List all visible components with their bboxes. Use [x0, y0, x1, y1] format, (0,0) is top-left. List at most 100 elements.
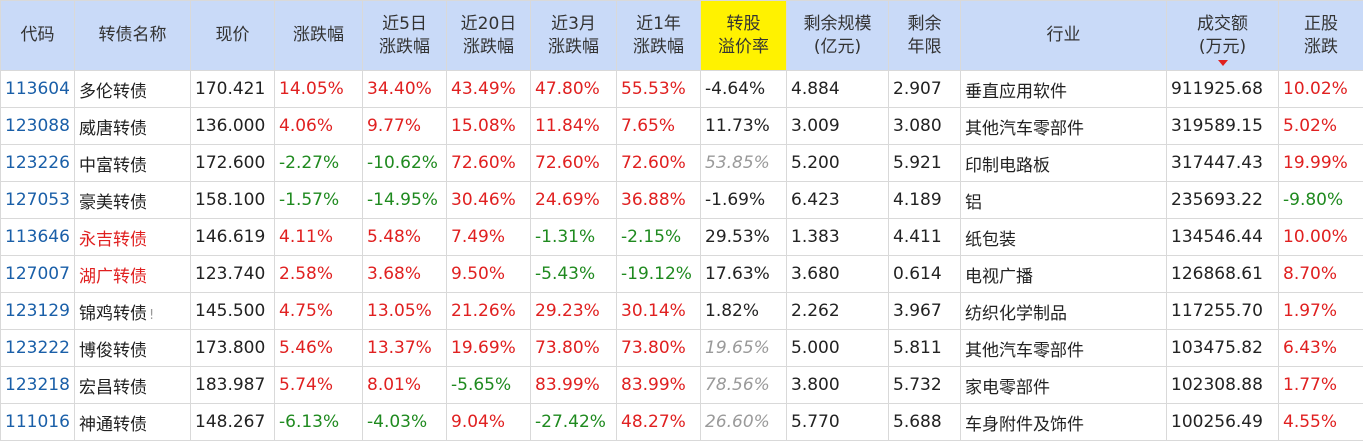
column-header-name[interactable]: 转债名称 — [74, 0, 191, 71]
volume-value: 100256.49 — [1171, 412, 1263, 432]
cell-stock_chg: 10.02% — [1278, 70, 1363, 108]
column-header-chg[interactable]: 涨跌幅 — [274, 0, 363, 71]
cell-name[interactable]: 湖广转债 — [74, 255, 191, 293]
column-header-code[interactable]: 代码 — [0, 0, 75, 71]
column-header-stock_chg[interactable]: 正股 涨跌 — [1278, 0, 1363, 71]
stock_chg-value: 1.97% — [1283, 301, 1338, 321]
column-header-premium[interactable]: 转股 溢价率 — [700, 0, 787, 71]
scale-value: 3.680 — [791, 264, 840, 284]
sort-desc-icon[interactable] — [1217, 60, 1228, 66]
cell-name[interactable]: 神通转债 — [74, 403, 191, 441]
name-value: 博俊转债 — [79, 340, 147, 361]
column-header-chg3m[interactable]: 近3月 涨跌幅 — [530, 0, 617, 71]
chg5d-value: -4.03% — [367, 412, 428, 432]
column-header-years[interactable]: 剩余 年限 — [888, 0, 961, 71]
chg5d-value: -14.95% — [367, 190, 438, 210]
column-header-scale[interactable]: 剩余规模 (亿元) — [786, 0, 889, 71]
cell-name[interactable]: 中富转债 — [74, 144, 191, 182]
code-value: 127007 — [5, 264, 70, 284]
code-value: 113646 — [5, 227, 70, 247]
cell-name[interactable]: 威唐转债 — [74, 107, 191, 145]
cell-industry: 电视广播 — [960, 255, 1167, 293]
cell-scale: 3.009 — [786, 107, 889, 145]
cell-code[interactable]: 113604 — [0, 70, 75, 108]
cell-chg1y: 73.80% — [616, 329, 701, 367]
column-header-chg5d[interactable]: 近5日 涨跌幅 — [362, 0, 447, 71]
column-header-industry[interactable]: 行业 — [960, 0, 1167, 71]
cell-name[interactable]: 宏昌转债 — [74, 366, 191, 404]
chg20d-value: 7.49% — [451, 227, 506, 247]
price-value: 172.600 — [195, 153, 266, 173]
name-value: 豪美转债 — [79, 192, 147, 213]
cell-code[interactable]: 123088 — [0, 107, 75, 145]
column-header-label: 成交额 — [1197, 13, 1248, 34]
chg1y-value: -19.12% — [621, 264, 692, 284]
cell-name[interactable]: 多伦转债 — [74, 70, 191, 108]
cell-code[interactable]: 123218 — [0, 366, 75, 404]
chg3m-value: -5.43% — [535, 264, 596, 284]
cell-code[interactable]: 123222 — [0, 329, 75, 367]
cell-code[interactable]: 111016 — [0, 403, 75, 441]
column-header-label: 涨跌幅 — [379, 36, 430, 57]
cell-price: 146.619 — [190, 218, 275, 256]
scale-value: 4.884 — [791, 79, 840, 99]
cell-price: 170.421 — [190, 70, 275, 108]
industry-value: 纸包装 — [965, 229, 1016, 250]
table-row[interactable]: 113604 多伦转债 170.421 14.05% 34.40% 43.49% 47.80… — [0, 70, 1363, 108]
column-header-label: (亿元) — [813, 36, 862, 57]
years-value: 5.688 — [893, 412, 942, 432]
column-header-price[interactable]: 现价 — [190, 0, 275, 71]
column-header-label: 代码 — [20, 25, 55, 45]
table-row[interactable]: 123226 中富转债 172.600 -2.27% -10.62% 72.60% 72.6… — [0, 144, 1363, 182]
chg20d-value: 21.26% — [451, 301, 516, 321]
cell-volume: 103475.82 — [1166, 329, 1279, 367]
cell-name[interactable]: 博俊转债 — [74, 329, 191, 367]
chg1y-value: 83.99% — [621, 375, 686, 395]
cell-code[interactable]: 123226 — [0, 144, 75, 182]
price-value: 158.100 — [195, 190, 266, 210]
cell-chg5d: 8.01% — [362, 366, 447, 404]
cell-code[interactable]: 123129 — [0, 292, 75, 330]
cell-years: 5.811 — [888, 329, 961, 367]
cell-chg3m: 47.80% — [530, 70, 617, 108]
cell-scale: 1.383 — [786, 218, 889, 256]
code-value: 123218 — [5, 375, 70, 395]
table-row[interactable]: 123129 锦鸡转债! 145.500 4.75% 13.05% 21.26% 29.23… — [0, 292, 1363, 330]
cell-stock_chg: 5.02% — [1278, 107, 1363, 145]
cell-name[interactable]: 永吉转债 — [74, 218, 191, 256]
volume-value: 117255.70 — [1171, 301, 1263, 321]
cell-industry: 家电零部件 — [960, 366, 1167, 404]
cell-chg3m: 72.60% — [530, 144, 617, 182]
chg1y-value: 48.27% — [621, 412, 686, 432]
chg-value: 5.74% — [279, 375, 334, 395]
scale-value: 5.770 — [791, 412, 840, 432]
cell-code[interactable]: 127053 — [0, 181, 75, 219]
cell-name[interactable]: 锦鸡转债! — [74, 292, 191, 330]
cell-volume: 102308.88 — [1166, 366, 1279, 404]
chg3m-value: 47.80% — [535, 79, 600, 99]
cell-premium: 26.60% — [700, 403, 787, 441]
cell-chg5d: 13.05% — [362, 292, 447, 330]
table-row[interactable]: 123088 威唐转债 136.000 4.06% 9.77% 15.08% 11.84% 7… — [0, 107, 1363, 145]
cell-name[interactable]: 豪美转债 — [74, 181, 191, 219]
table-row[interactable]: 113646 永吉转债 146.619 4.11% 5.48% 7.49% -1.31% -2… — [0, 218, 1363, 256]
scale-value: 1.383 — [791, 227, 840, 247]
table-row[interactable]: 123218 宏昌转债 183.987 5.74% 8.01% -5.65% 83.99% 8… — [0, 366, 1363, 404]
table-row[interactable]: 127007 湖广转债 123.740 2.58% 3.68% 9.50% -5.43% -1… — [0, 255, 1363, 293]
chg20d-value: -5.65% — [451, 375, 512, 395]
cell-volume: 235693.22 — [1166, 181, 1279, 219]
cell-scale: 3.800 — [786, 366, 889, 404]
code-value: 111016 — [5, 412, 70, 432]
chg5d-value: 34.40% — [367, 79, 432, 99]
cell-premium: 78.56% — [700, 366, 787, 404]
column-header-chg1y[interactable]: 近1年 涨跌幅 — [616, 0, 701, 71]
column-header-volume[interactable]: 成交额 (万元) — [1166, 0, 1279, 71]
table-row[interactable]: 123222 博俊转债 173.800 5.46% 13.37% 19.69% 73.80%… — [0, 329, 1363, 367]
column-header-chg20d[interactable]: 近20日 涨跌幅 — [446, 0, 531, 71]
volume-value: 126868.61 — [1171, 264, 1263, 284]
table-row[interactable]: 111016 神通转债 148.267 -6.13% -4.03% 9.04% -27.42… — [0, 403, 1363, 441]
cell-code[interactable]: 113646 — [0, 218, 75, 256]
table-row[interactable]: 127053 豪美转债 158.100 -1.57% -14.95% 30.46% 24.6… — [0, 181, 1363, 219]
cell-chg20d: 43.49% — [446, 70, 531, 108]
cell-code[interactable]: 127007 — [0, 255, 75, 293]
